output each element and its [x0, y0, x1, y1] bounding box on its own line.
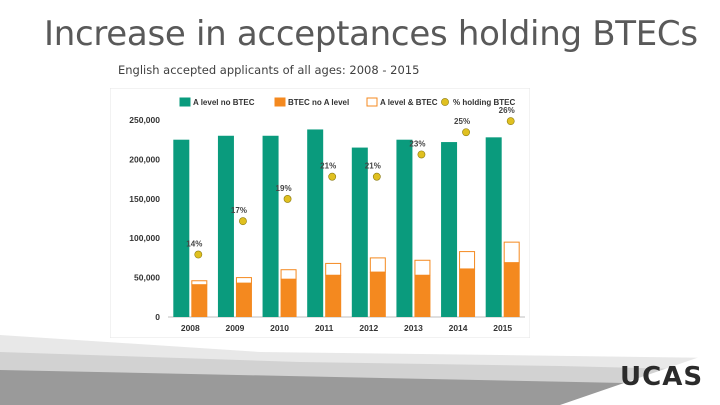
bars	[173, 129, 520, 317]
percent-label: 17%	[231, 206, 247, 215]
legend-label: BTEC no A level	[288, 98, 349, 107]
legend-swatch	[179, 97, 191, 107]
bar-a-level-and-btec	[325, 262, 342, 276]
percent-label: 23%	[409, 139, 425, 148]
bar-a-level-no-btec	[441, 142, 458, 317]
bar-btec-no-a-level	[280, 279, 297, 317]
slide-subtitle: English accepted applicants of all ages:…	[118, 63, 420, 77]
percent-label: 21%	[365, 162, 381, 171]
legend-label: A level no BTEC	[193, 98, 255, 107]
legend-label: A level & BTEC	[380, 98, 438, 107]
bar-a-level-and-btec	[280, 269, 297, 280]
bar-a-level-and-btec	[459, 251, 476, 270]
bar-a-level-and-btec	[235, 277, 252, 284]
x-tick-label: 2012	[359, 323, 378, 333]
footer-decoration	[0, 335, 720, 405]
x-tick-label: 2013	[404, 323, 423, 333]
y-tick-label: 150,000	[129, 194, 160, 204]
bar-btec-no-a-level	[369, 272, 386, 317]
bar-btec-no-a-level	[459, 268, 476, 317]
bar-a-level-no-btec	[485, 137, 502, 317]
y-tick-label: 200,000	[129, 154, 160, 164]
bar-a-level-no-btec	[396, 139, 413, 317]
x-tick-label: 2010	[270, 323, 289, 333]
percent-marker	[462, 128, 470, 137]
y-tick-label: 250,000	[129, 115, 160, 125]
percent-marker	[328, 172, 337, 181]
percent-marker	[194, 250, 203, 259]
bar-a-level-and-btec	[414, 259, 431, 276]
legend-label: % holding BTEC	[453, 98, 515, 107]
percent-points: 14% 17% 19% 21% 21% 23% 25% 26%	[186, 106, 515, 259]
percent-marker	[417, 150, 426, 159]
percent-label: 26%	[499, 106, 515, 115]
bar-btec-no-a-level	[503, 262, 520, 317]
percent-marker	[506, 117, 515, 126]
legend-swatch	[274, 97, 286, 107]
bar-a-level-and-btec	[369, 257, 386, 273]
bar-a-level-no-btec	[173, 139, 190, 317]
bar-a-level-and-btec	[191, 280, 208, 286]
y-tick-label: 0	[155, 312, 160, 322]
x-axis: 2008 2009 2010 2011 2012 2013 2014 2015	[181, 323, 513, 333]
btec-chart: A level no BTEC BTEC no A level A level & …	[110, 88, 530, 338]
percent-label: 14%	[186, 240, 202, 249]
percent-marker	[283, 195, 292, 203]
chart-legend: A level no BTEC BTEC no A level A level & …	[179, 97, 515, 107]
percent-label: 25%	[454, 117, 470, 126]
slide-title: Increase in acceptances holding BTECs	[44, 14, 698, 54]
x-tick-label: 2014	[449, 323, 468, 333]
y-tick-label: 50,000	[134, 273, 160, 283]
bar-a-level-no-btec	[217, 135, 234, 317]
x-tick-label: 2015	[493, 323, 512, 333]
percent-label: 19%	[276, 184, 292, 193]
bar-btec-no-a-level	[235, 283, 252, 317]
bar-a-level-no-btec	[351, 147, 368, 317]
x-tick-label: 2008	[181, 323, 200, 333]
x-tick-label: 2011	[315, 323, 334, 333]
percent-marker	[372, 172, 381, 181]
bar-a-level-no-btec	[307, 129, 324, 317]
percent-marker	[239, 217, 247, 226]
percent-label: 21%	[320, 162, 336, 171]
legend-swatch	[441, 98, 449, 106]
bar-a-level-no-btec	[262, 135, 279, 317]
bar-btec-no-a-level	[191, 284, 208, 317]
bar-btec-no-a-level	[414, 275, 431, 317]
ucas-logo: UCAS	[620, 362, 704, 392]
bar-btec-no-a-level	[325, 275, 342, 317]
y-tick-label: 100,000	[129, 233, 160, 243]
legend-swatch	[366, 97, 378, 107]
x-tick-label: 2009	[225, 323, 244, 333]
bar-a-level-and-btec	[503, 241, 520, 264]
